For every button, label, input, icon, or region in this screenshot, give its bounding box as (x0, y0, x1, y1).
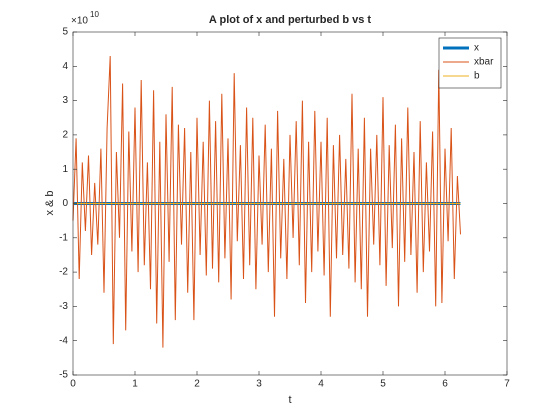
y-tick-label: 0 (62, 198, 68, 209)
y-tick-label: -1 (59, 232, 68, 243)
x-tick-label: 2 (194, 379, 200, 390)
legend-box (438, 37, 502, 89)
plot-lines (72, 55, 461, 348)
x-tick-label: 6 (442, 379, 448, 390)
x-tick-label: 5 (380, 379, 386, 390)
y-tick-label: 5 (62, 27, 68, 38)
y-axis-label: x & b (44, 190, 56, 215)
y-tick-label: 3 (62, 95, 68, 106)
y-tick-label: 2 (62, 130, 68, 141)
y-tick-label: -4 (59, 335, 68, 346)
x-tick-label: 3 (256, 379, 262, 390)
series-line (72, 55, 461, 348)
y-tick-label: 4 (62, 61, 68, 72)
y-multiplier: ×10 (71, 16, 88, 27)
y-tick-label: -2 (59, 267, 68, 278)
chart-title: A plot of x and perturbed b vs t (209, 14, 371, 26)
x-tick-label: 7 (504, 379, 510, 390)
y-multiplier-exponent: 10 (90, 10, 99, 19)
x-tick-label: 4 (318, 379, 324, 390)
legend-label: xbar (474, 57, 494, 68)
x-tick-label: 0 (70, 379, 76, 390)
legend-label: x (474, 43, 479, 54)
y-tick-label: -3 (59, 301, 68, 312)
y-tick-label: 1 (62, 164, 68, 175)
x-axis-label: t (288, 394, 291, 406)
x-tick-label: 1 (132, 379, 138, 390)
y-tick-label: -5 (59, 370, 68, 381)
legend: x xbar b (438, 37, 502, 89)
legend-label: b (474, 71, 480, 82)
